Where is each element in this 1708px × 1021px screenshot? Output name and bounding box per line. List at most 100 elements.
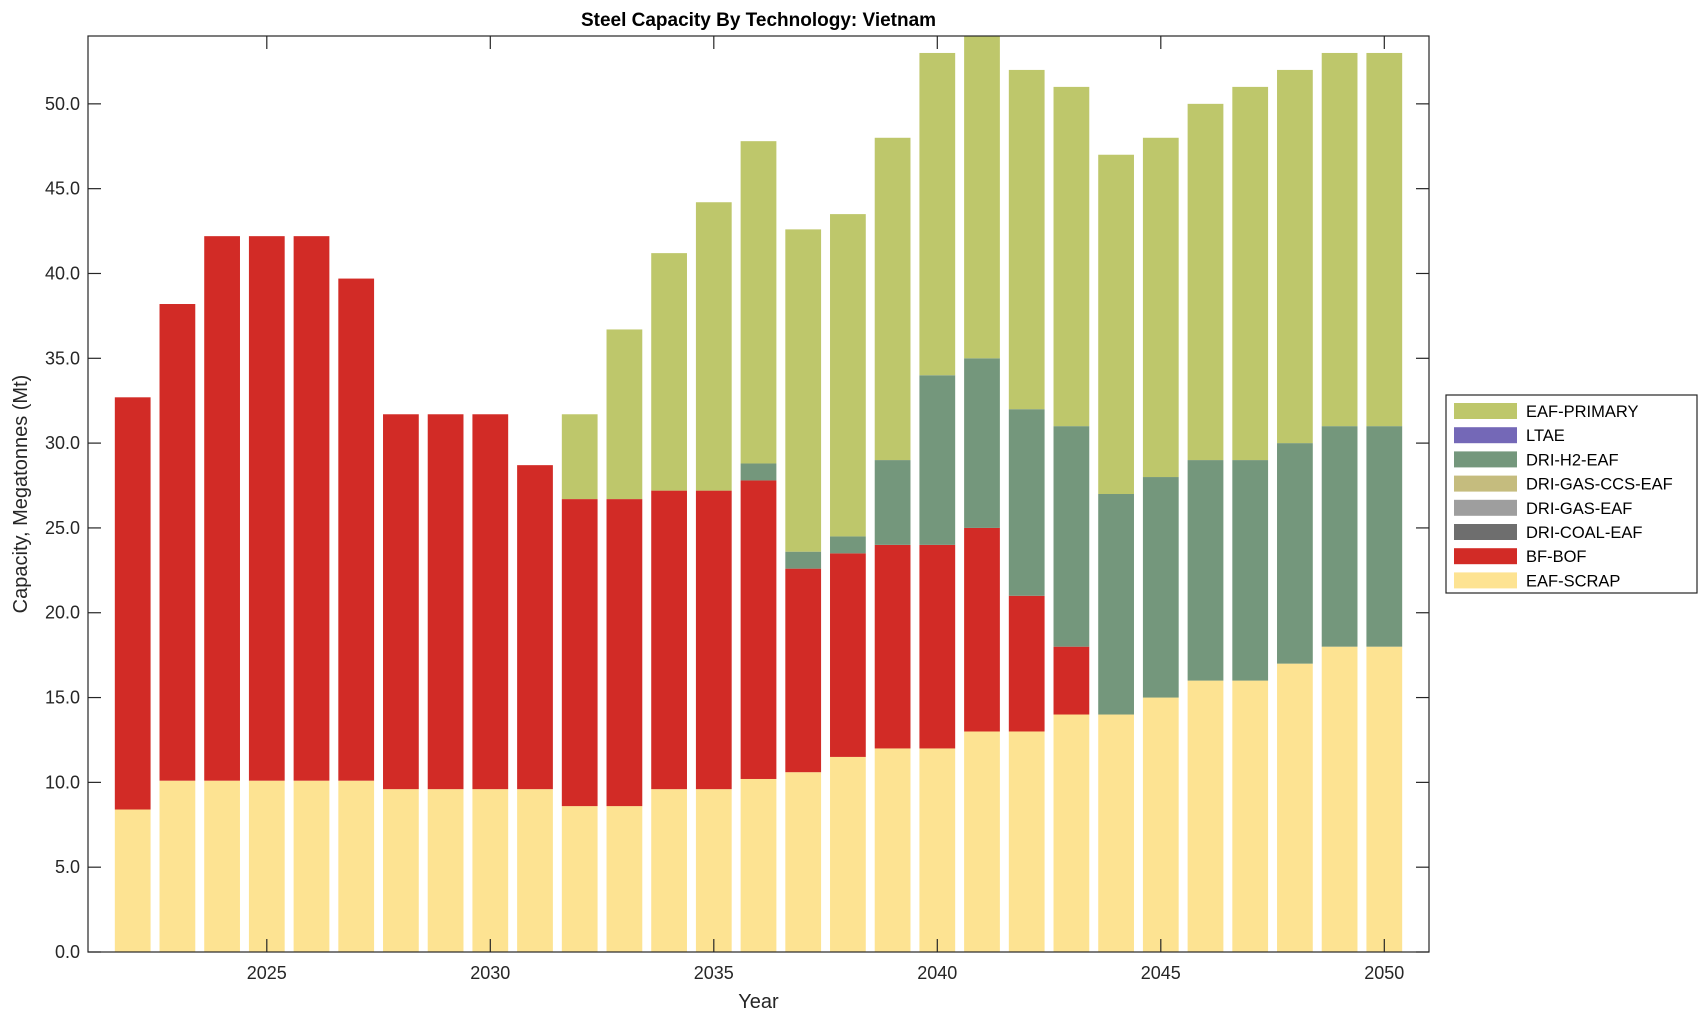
- legend: EAF-PRIMARY LTAE DRI-H2-EAF DRI-GAS-CCS-EAF…: [1445, 394, 1698, 594]
- bar-segment-eaf-primary-2049: [1321, 52, 1358, 427]
- bar-segment-dri-h2-eaf-2045: [1142, 477, 1179, 698]
- y-tick-label: 45.0: [45, 179, 80, 199]
- bar-segment-bf-bof-2039: [874, 544, 911, 749]
- bars-layer: [114, 36, 1403, 952]
- bar-segment-bf-bof-2035: [695, 490, 732, 790]
- bar-segment-eaf-scrap-2028: [383, 789, 419, 952]
- bar-segment-bf-bof-2033: [606, 499, 643, 807]
- legend-item-dri-gas-eaf: DRI-GAS-EAF: [1454, 499, 1632, 518]
- legend-label: DRI-COAL-EAF: [1526, 524, 1642, 542]
- bar-segment-eaf-scrap-2030: [472, 789, 509, 952]
- bar-segment-dri-h2-eaf-2044: [1098, 494, 1134, 715]
- bar-segment-eaf-primary-2043: [1053, 86, 1090, 427]
- bar-segment-dri-h2-eaf-2043: [1053, 426, 1090, 647]
- bar-segment-eaf-scrap-2034: [651, 789, 687, 952]
- x-tick-label: 2025: [247, 963, 287, 983]
- legend-label: DRI-GAS-CCS-EAF: [1526, 476, 1673, 494]
- legend-swatch: [1454, 403, 1517, 419]
- bar-segment-dri-h2-eaf-2039: [874, 460, 911, 545]
- legend-swatch: [1454, 524, 1517, 540]
- bar-segment-eaf-scrap-2036: [740, 778, 777, 952]
- x-tick-label: 2035: [694, 963, 734, 983]
- bar-segment-eaf-scrap-2029: [427, 789, 464, 952]
- bar-segment-eaf-primary-2046: [1187, 103, 1224, 461]
- legend-item-bf-bof: BF-BOF: [1454, 548, 1587, 566]
- bar-segment-eaf-scrap-2031: [517, 789, 553, 952]
- bar-segment-eaf-scrap-2033: [606, 806, 643, 952]
- chart-title: Steel Capacity By Technology: Vietnam: [581, 10, 936, 31]
- bar-segment-dri-h2-eaf-2046: [1187, 460, 1224, 681]
- bar-segment-eaf-scrap-2035: [695, 789, 732, 952]
- legend-swatch: [1454, 475, 1517, 492]
- legend-label: EAF-SCRAP: [1526, 572, 1620, 590]
- bar-segment-bf-bof-2032: [561, 499, 598, 807]
- bar-segment-eaf-scrap-2043: [1053, 714, 1090, 952]
- bar-segment-bf-bof-2024: [204, 236, 240, 781]
- bar-segment-bf-bof-2040: [919, 544, 956, 749]
- legend-swatch: [1454, 572, 1517, 589]
- axes-box: [87, 35, 1430, 953]
- legend-items: EAF-PRIMARY LTAE DRI-H2-EAF DRI-GAS-CCS-EAF…: [1454, 403, 1673, 590]
- bar-segment-eaf-scrap-2039: [874, 748, 911, 952]
- bar-segment-bf-bof-2027: [338, 278, 375, 781]
- bar-segment-eaf-primary-2037: [785, 229, 822, 552]
- y-tick-label: 35.0: [45, 348, 80, 368]
- legend-item-ltae: LTAE: [1454, 427, 1565, 445]
- y-axis-label: Capacity, Megatonnes (Mt): [10, 375, 32, 614]
- x-tick-label: 2030: [470, 963, 510, 983]
- bar-segment-bf-bof-2029: [427, 414, 464, 790]
- bar-segment-eaf-primary-2042: [1008, 69, 1045, 410]
- legend-item-eaf-scrap: EAF-SCRAP: [1454, 572, 1620, 590]
- y-tick-label: 10.0: [45, 772, 80, 792]
- bar-segment-dri-h2-eaf-2042: [1008, 409, 1045, 596]
- bar-segment-eaf-primary-2032: [561, 414, 598, 500]
- bar-segment-eaf-scrap-2050: [1366, 646, 1403, 952]
- bar-segment-eaf-scrap-2026: [293, 780, 330, 952]
- x-tick-label: 2040: [917, 963, 957, 983]
- bar-segment-eaf-primary-2045: [1142, 137, 1179, 478]
- bar-segment-eaf-scrap-2038: [830, 756, 866, 952]
- bar-segment-dri-h2-eaf-2048: [1277, 443, 1313, 664]
- bar-segment-eaf-scrap-2024: [204, 780, 240, 952]
- bar-segment-eaf-primary-2038: [830, 214, 866, 537]
- x-axis-label: Year: [738, 991, 779, 1013]
- bar-segment-eaf-scrap-2045: [1142, 697, 1179, 952]
- bar-segment-eaf-primary-2039: [874, 137, 911, 461]
- bar-segment-eaf-scrap-2044: [1098, 714, 1134, 952]
- ticks-layer: 2025 2030 2035 2040 2045 2050 0.0 5.0 10.0 15.0 20…: [45, 36, 1429, 983]
- bar-segment-eaf-primary-2034: [651, 253, 687, 491]
- legend-item-dri-gas-ccs-eaf: DRI-GAS-CCS-EAF: [1454, 475, 1673, 494]
- y-tick-label: 25.0: [45, 518, 80, 538]
- bar-segment-eaf-primary-2040: [919, 52, 956, 376]
- legend-item-dri-h2-eaf: DRI-H2-EAF: [1454, 451, 1619, 469]
- bar-segment-eaf-scrap-2022: [114, 809, 151, 952]
- y-tick-label: 0.0: [55, 942, 80, 962]
- legend-swatch: [1454, 427, 1517, 444]
- bar-segment-bf-bof-2031: [517, 465, 553, 790]
- bar-segment-eaf-scrap-2037: [785, 772, 822, 952]
- bar-segment-eaf-primary-2036: [740, 141, 777, 464]
- bar-segment-eaf-primary-2033: [606, 329, 643, 500]
- y-tick-label: 50.0: [45, 94, 80, 114]
- legend-label: DRI-GAS-EAF: [1526, 500, 1632, 518]
- y-tick-label: 40.0: [45, 263, 80, 283]
- y-tick-label: 5.0: [55, 857, 80, 877]
- bar-segment-bf-bof-2042: [1008, 595, 1045, 732]
- bar-segment-eaf-primary-2047: [1232, 86, 1269, 461]
- bar-segment-eaf-primary-2044: [1098, 154, 1134, 495]
- legend-swatch: [1454, 499, 1517, 516]
- bar-segment-dri-h2-eaf-2037: [785, 551, 822, 569]
- legend-item-dri-coal-eaf: DRI-COAL-EAF: [1454, 524, 1642, 542]
- bar-segment-bf-bof-2022: [114, 397, 151, 810]
- bar-segment-dri-h2-eaf-2038: [830, 536, 866, 554]
- bar-segment-bf-bof-2028: [383, 414, 419, 790]
- bar-segment-dri-h2-eaf-2050: [1366, 426, 1403, 647]
- bar-segment-bf-bof-2041: [964, 527, 1000, 732]
- bar-segment-bf-bof-2026: [293, 236, 330, 781]
- bar-segment-bf-bof-2025: [248, 236, 285, 781]
- bar-segment-eaf-scrap-2049: [1321, 646, 1358, 952]
- legend-label: LTAE: [1526, 427, 1565, 445]
- bar-segment-dri-h2-eaf-2049: [1321, 426, 1358, 647]
